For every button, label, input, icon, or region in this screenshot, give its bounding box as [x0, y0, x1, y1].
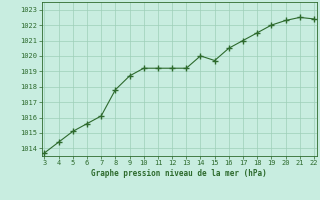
X-axis label: Graphe pression niveau de la mer (hPa): Graphe pression niveau de la mer (hPa) [91, 169, 267, 178]
